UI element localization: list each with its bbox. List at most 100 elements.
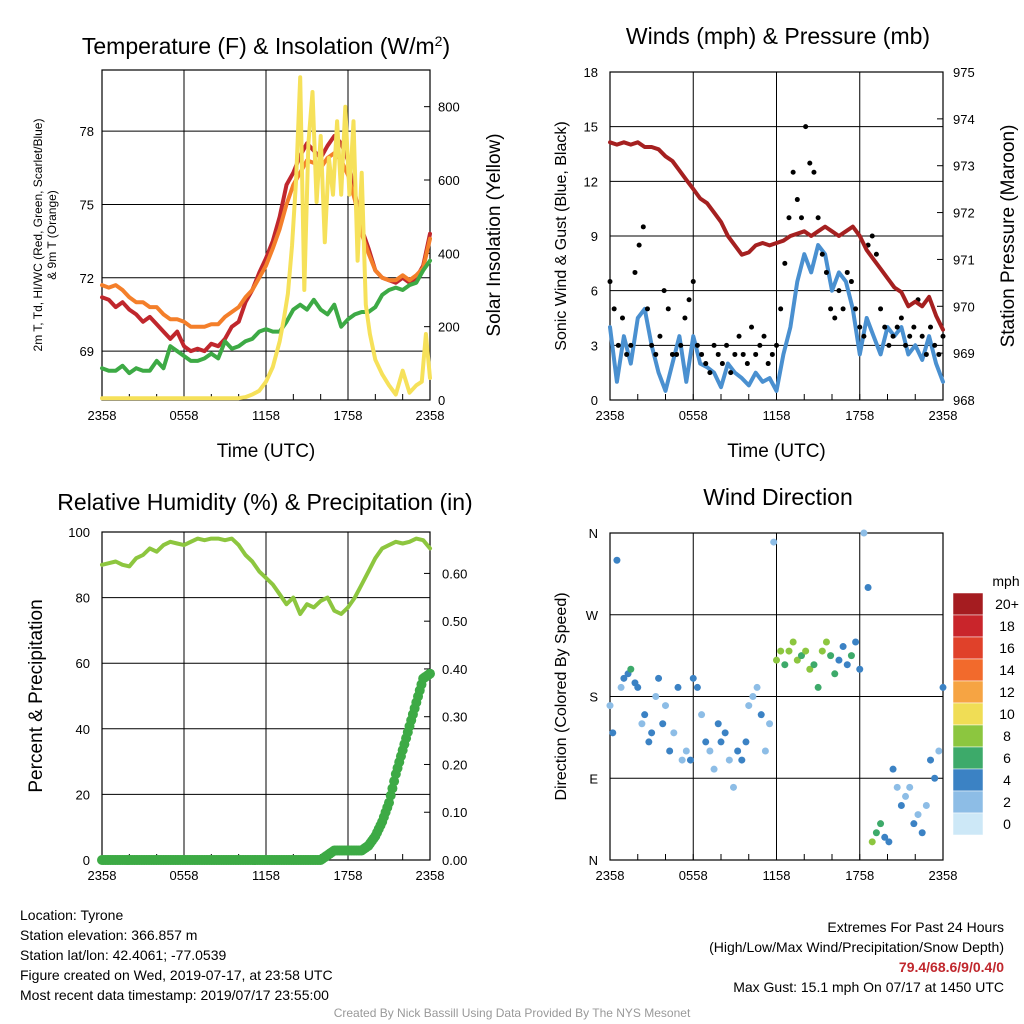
direction-point [634, 683, 642, 691]
direction-point [902, 792, 910, 800]
direction-point [818, 647, 826, 655]
direction-point [802, 647, 810, 655]
y-right-tick-label: 0 [438, 393, 445, 408]
data-point [853, 306, 859, 312]
direction-point [885, 838, 893, 846]
extremes-values: 79.4/68.6/9/0.4/0 [898, 959, 1004, 975]
direction-point [729, 783, 737, 791]
data-point [886, 342, 892, 348]
created-text: Figure created on Wed, 2019-07-17, at 23… [20, 967, 333, 983]
colorbar-label: 12 [999, 684, 1015, 700]
data-point [649, 342, 655, 348]
x-tick-label: 1758 [334, 868, 363, 883]
direction-point [839, 643, 847, 651]
direction-point [868, 838, 876, 846]
direction-point [872, 829, 880, 837]
direction-point [606, 702, 614, 710]
data-point [661, 288, 667, 294]
y-right-tick-label: 0.10 [442, 805, 467, 820]
y-axis-label: & 9m T (Orange) [45, 190, 59, 280]
direction-point [931, 774, 939, 782]
recent-data-text: Most recent data timestamp: 2019/07/17 2… [20, 987, 329, 1003]
data-point [794, 197, 800, 203]
direction-point [620, 674, 628, 682]
data-point [898, 315, 904, 321]
series-line [100, 536, 432, 616]
colorbar-label: 6 [1003, 750, 1011, 766]
y-tick-label: 40 [76, 722, 90, 737]
data-point [940, 333, 946, 339]
y-right-tick-label: 0.30 [442, 710, 467, 725]
data-point [715, 351, 721, 357]
y-tick-label: 0 [83, 853, 90, 868]
plot-frame [609, 532, 944, 861]
y-tick-label: S [589, 690, 598, 705]
data-point [873, 251, 879, 257]
direction-point [856, 665, 864, 673]
data-point [615, 342, 621, 348]
series-line [100, 75, 432, 401]
colorbar-swatch [952, 680, 984, 704]
data-point [857, 324, 863, 330]
plot-frame [609, 71, 944, 401]
data-point [732, 351, 738, 357]
direction-point [852, 638, 860, 646]
y-right-tick-label: 200 [438, 320, 460, 335]
y-right-tick-label: 400 [438, 246, 460, 261]
data-point [757, 342, 763, 348]
colorbar-swatch [952, 746, 984, 770]
colorbar-label: 2 [1003, 794, 1011, 810]
y-right-tick-label: 600 [438, 173, 460, 188]
data-point [740, 351, 746, 357]
direction-point [797, 652, 805, 660]
data-point [682, 315, 688, 321]
direction-point [725, 756, 733, 764]
y-tick-label: N [589, 853, 598, 868]
direction-point [897, 802, 905, 809]
direction-point [793, 656, 801, 664]
data-point [911, 324, 917, 330]
x-tick-label: 1758 [334, 408, 363, 423]
data-point [861, 333, 867, 339]
direction-point [702, 738, 710, 746]
series-line [100, 151, 432, 329]
y-tick-label: 75 [80, 197, 94, 212]
x-axis-label: Time (UTC) [727, 441, 826, 462]
direction-point [781, 661, 789, 669]
x-tick-label: 1158 [763, 868, 791, 883]
y-tick-label: 69 [80, 344, 94, 359]
y-tick-label: 6 [591, 284, 598, 299]
y-right-tick-label: 975 [953, 65, 975, 80]
y-tick-label: 18 [584, 65, 598, 80]
data-point [819, 251, 825, 257]
data-point [811, 169, 817, 175]
data-point [686, 297, 692, 303]
data-point [653, 351, 659, 357]
direction-point [721, 729, 729, 737]
y-right-tick-label: 0.20 [442, 757, 467, 772]
x-tick-label: 1758 [845, 408, 874, 423]
direction-point [678, 756, 686, 764]
x-tick-label: 0558 [170, 408, 199, 423]
direction-point [831, 670, 839, 678]
colorbar-label: 18 [999, 618, 1015, 634]
data-point [719, 361, 725, 367]
data-point [923, 351, 929, 357]
data-point [936, 351, 942, 357]
direction-point [698, 711, 706, 719]
chart-title: Relative Humidity (%) & Precipitation (i… [57, 489, 472, 515]
y-axis-label: 2m T, Td, HI/WC (Red, Green, Scarlet/Blu… [31, 119, 45, 352]
y-right-tick-label: 0.60 [442, 566, 467, 581]
direction-point [906, 783, 914, 791]
colorbar-swatch [952, 658, 984, 682]
y-right-tick-label: 971 [953, 252, 975, 267]
colorbar-label: 16 [999, 640, 1015, 656]
data-point [844, 269, 850, 275]
data-point [790, 169, 796, 175]
direction-point [806, 665, 814, 673]
direction-point [666, 747, 674, 755]
data-point [840, 306, 846, 312]
y-right-tick-label: 970 [953, 299, 975, 314]
